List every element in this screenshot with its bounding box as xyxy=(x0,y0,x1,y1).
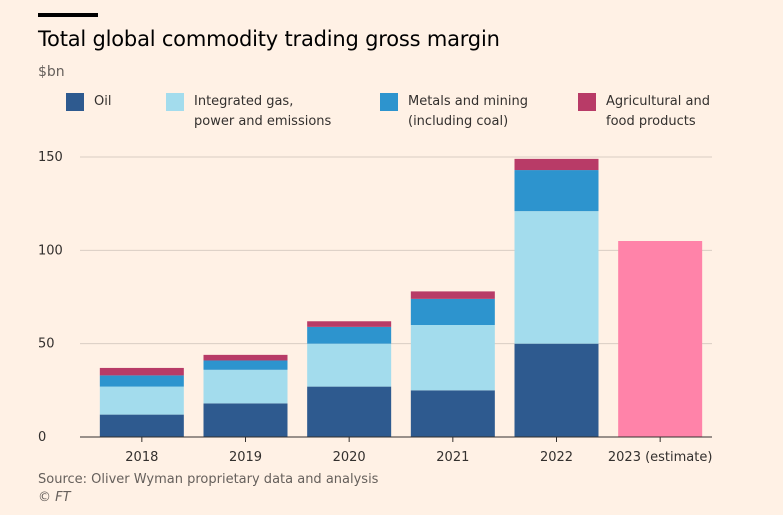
bar-segment-2022-3 xyxy=(514,158,599,171)
x-tick-label: 2018 xyxy=(125,450,158,465)
legend-label-agri: Agricultural and food products xyxy=(606,94,710,129)
legend-item-metals: Metals and mining (including coal) xyxy=(380,92,528,132)
bar-estimate-2023-estimate- xyxy=(618,241,703,437)
bar-segment-2019-2 xyxy=(203,360,288,370)
stacked-bar-chart: 0 50 100 150 2018 2019 2020 2021 2022 2023 (estim… xyxy=(38,150,713,465)
copyright-note: © FT xyxy=(38,490,71,505)
bar-segment-2021-0 xyxy=(410,390,495,437)
legend-swatch-metals xyxy=(380,93,398,111)
legend-swatch-oil xyxy=(66,93,84,111)
bar-segment-2018-3 xyxy=(99,367,184,376)
bar-segment-2020-3 xyxy=(307,321,392,327)
bar-segment-2019-0 xyxy=(203,403,288,437)
bar-segment-2020-2 xyxy=(307,326,392,344)
y-tick-label: 100 xyxy=(38,243,63,258)
bar-segment-2022-1 xyxy=(514,211,599,344)
legend-swatch-gas xyxy=(166,93,184,111)
bar-segment-2020-1 xyxy=(307,343,392,387)
y-tick-label: 50 xyxy=(38,337,55,352)
x-tick-label: 2023 (estimate) xyxy=(608,450,713,465)
legend-item-oil: Oil xyxy=(66,92,111,112)
legend-item-agri: Agricultural and food products xyxy=(578,92,710,132)
x-tick-label: 2020 xyxy=(333,450,366,465)
bar-segment-2021-1 xyxy=(410,325,495,391)
legend-label-gas: Integrated gas, power and emissions xyxy=(194,94,332,129)
source-note: Source: Oliver Wyman proprietary data an… xyxy=(38,472,379,487)
bar-segment-2018-0 xyxy=(99,414,184,437)
bar-segment-2020-0 xyxy=(307,386,392,437)
chart-title: Total global commodity trading gross mar… xyxy=(38,27,500,51)
bar-segment-2022-2 xyxy=(514,170,599,212)
bar-segment-2018-2 xyxy=(99,375,184,387)
bar-segment-2021-2 xyxy=(410,298,495,325)
x-tick-label: 2021 xyxy=(436,450,469,465)
y-tick-label: 150 xyxy=(38,150,63,165)
ft-top-bar xyxy=(38,13,98,17)
x-tick-label: 2019 xyxy=(229,450,262,465)
unit-label: $bn xyxy=(38,64,65,80)
bar-segment-2019-1 xyxy=(203,369,288,404)
legend-item-gas: Integrated gas, power and emissions xyxy=(166,92,331,132)
bar-segment-2022-0 xyxy=(514,343,599,437)
x-tick-label: 2022 xyxy=(540,450,573,465)
legend-swatch-agri xyxy=(578,93,596,111)
bar-segment-2021-3 xyxy=(410,291,495,299)
bar-segment-2018-1 xyxy=(99,386,184,415)
y-tick-label: 0 xyxy=(38,430,46,445)
bar-segment-2019-3 xyxy=(203,354,288,361)
legend-label-oil: Oil xyxy=(94,94,112,109)
legend-label-metals: Metals and mining (including coal) xyxy=(408,94,529,129)
